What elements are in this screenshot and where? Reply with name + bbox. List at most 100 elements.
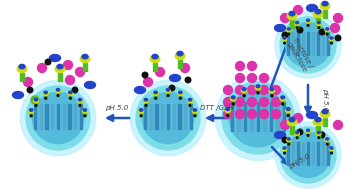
Ellipse shape — [280, 97, 286, 101]
Circle shape — [260, 98, 268, 106]
Circle shape — [296, 137, 298, 139]
Circle shape — [247, 85, 256, 94]
Circle shape — [333, 121, 342, 129]
Ellipse shape — [177, 51, 183, 56]
Ellipse shape — [329, 37, 334, 41]
Ellipse shape — [306, 20, 310, 23]
Ellipse shape — [287, 138, 290, 140]
Ellipse shape — [150, 55, 160, 63]
Ellipse shape — [82, 109, 87, 113]
Circle shape — [272, 85, 281, 94]
Ellipse shape — [19, 64, 25, 69]
Ellipse shape — [315, 117, 321, 122]
Circle shape — [293, 5, 302, 15]
Circle shape — [260, 85, 268, 94]
Ellipse shape — [34, 98, 37, 101]
Bar — [270, 102, 272, 131]
Circle shape — [287, 115, 289, 117]
Bar — [287, 32, 289, 55]
Circle shape — [271, 95, 273, 97]
Circle shape — [282, 103, 284, 105]
Ellipse shape — [255, 86, 261, 90]
Ellipse shape — [135, 87, 146, 94]
Bar — [283, 149, 285, 153]
Bar — [296, 134, 298, 138]
Bar — [178, 60, 182, 68]
Circle shape — [293, 114, 302, 122]
Ellipse shape — [322, 109, 328, 114]
Bar — [51, 104, 54, 129]
Ellipse shape — [55, 65, 65, 73]
Bar — [20, 73, 24, 81]
Ellipse shape — [320, 2, 330, 10]
Circle shape — [167, 95, 169, 97]
Circle shape — [326, 33, 328, 35]
Bar — [297, 142, 299, 165]
Ellipse shape — [313, 10, 323, 18]
Ellipse shape — [326, 28, 329, 30]
Bar — [45, 104, 48, 129]
Bar — [40, 104, 42, 129]
Circle shape — [296, 27, 298, 29]
Bar — [287, 111, 290, 116]
Bar — [307, 22, 309, 26]
Bar — [307, 32, 309, 55]
Ellipse shape — [307, 5, 317, 12]
Circle shape — [180, 97, 181, 99]
Ellipse shape — [179, 91, 182, 94]
Bar — [189, 101, 191, 106]
Circle shape — [284, 42, 285, 44]
Ellipse shape — [307, 19, 310, 21]
Ellipse shape — [55, 89, 60, 93]
Bar — [331, 149, 332, 153]
Circle shape — [288, 33, 290, 35]
Ellipse shape — [193, 109, 197, 111]
Circle shape — [227, 115, 229, 117]
Bar — [322, 32, 324, 55]
Ellipse shape — [144, 99, 149, 103]
Bar — [323, 118, 327, 126]
Bar — [144, 104, 146, 129]
Bar — [292, 32, 294, 55]
Ellipse shape — [285, 108, 291, 112]
Bar — [62, 104, 65, 129]
Circle shape — [155, 97, 157, 99]
Bar — [161, 104, 164, 129]
Bar — [167, 104, 169, 129]
Text: pH 5.0: pH 5.0 — [288, 154, 312, 170]
Circle shape — [223, 85, 232, 94]
Bar — [318, 134, 320, 138]
Bar — [35, 101, 37, 106]
Circle shape — [65, 75, 75, 84]
Circle shape — [72, 87, 78, 93]
Bar — [323, 10, 327, 18]
Bar — [316, 126, 320, 134]
Bar — [84, 112, 86, 116]
Circle shape — [27, 87, 33, 93]
Circle shape — [222, 82, 294, 154]
Ellipse shape — [325, 28, 330, 32]
Ellipse shape — [139, 109, 144, 113]
Bar — [57, 91, 59, 96]
Bar — [227, 111, 229, 116]
Ellipse shape — [287, 118, 297, 126]
Bar — [145, 101, 147, 106]
Ellipse shape — [289, 117, 295, 122]
Bar — [190, 104, 192, 129]
Circle shape — [257, 92, 259, 94]
Ellipse shape — [77, 99, 82, 103]
Bar — [155, 104, 158, 129]
Ellipse shape — [307, 112, 317, 119]
Circle shape — [69, 97, 71, 99]
Bar — [327, 142, 329, 165]
Bar — [302, 142, 304, 165]
Circle shape — [32, 92, 84, 144]
Bar — [79, 101, 81, 106]
Bar — [243, 91, 245, 96]
Circle shape — [181, 64, 190, 73]
Circle shape — [331, 23, 340, 33]
Circle shape — [75, 67, 85, 77]
Bar — [282, 99, 284, 104]
Bar — [231, 102, 233, 131]
Ellipse shape — [187, 99, 192, 103]
